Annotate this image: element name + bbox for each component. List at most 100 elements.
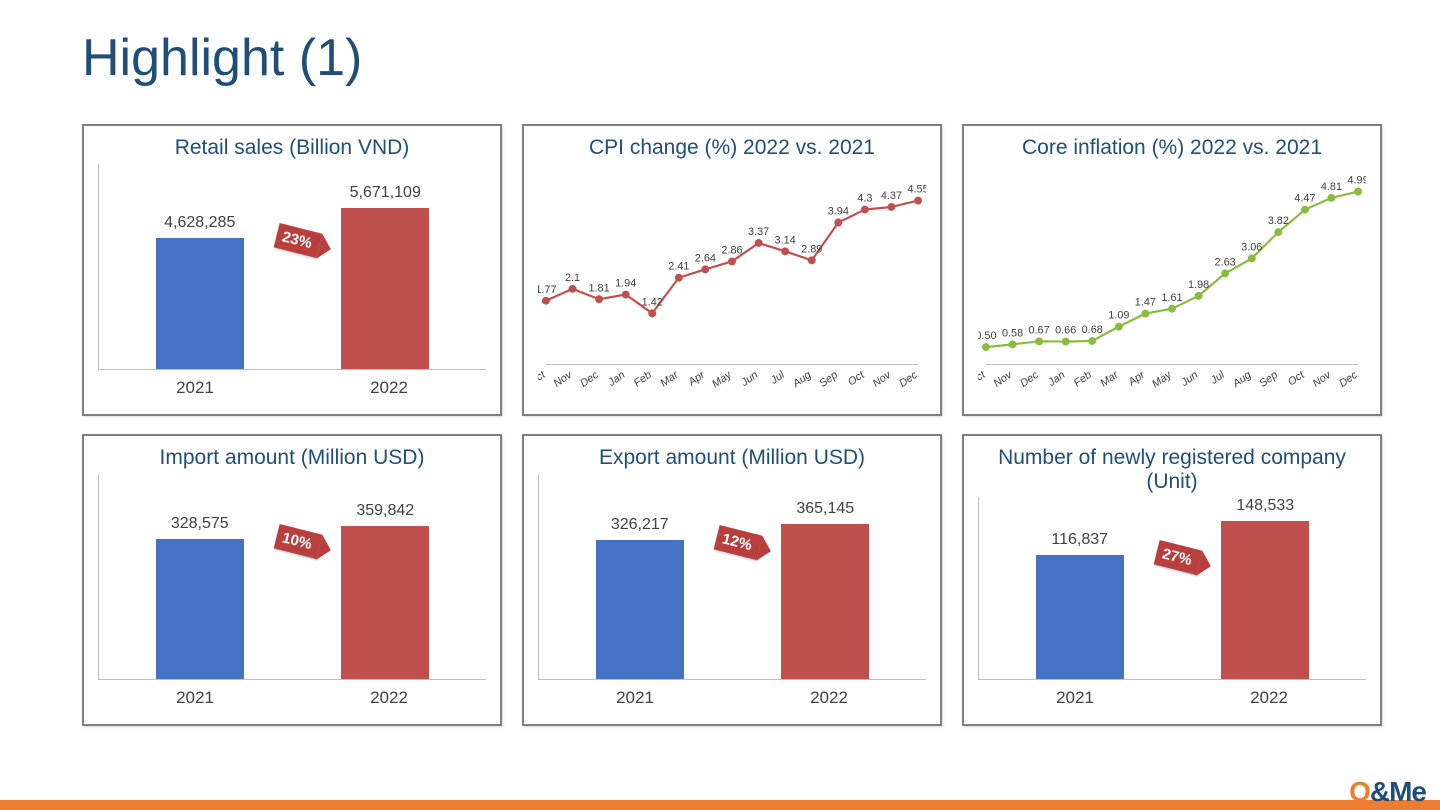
bar-chart: 328,575359,8422021202210%	[98, 474, 486, 716]
line-marker	[1062, 338, 1070, 346]
line-marker	[595, 295, 603, 303]
xaxis-label: May	[710, 369, 734, 391]
bar-rect	[1036, 555, 1124, 679]
line-marker	[1327, 194, 1335, 202]
line-marker	[1354, 188, 1362, 196]
line-marker	[1141, 310, 1149, 318]
xaxis-label: Mar	[1098, 369, 1121, 390]
line-value-label: 0.50	[978, 330, 997, 342]
bar-col: 116,837	[1002, 531, 1158, 679]
bar-chart: 4,628,2855,671,1092021202223%	[98, 164, 486, 406]
line-marker	[1274, 228, 1282, 236]
panel-title: Number of newly registered company (Unit…	[978, 446, 1366, 493]
line-marker	[887, 203, 895, 211]
line-marker	[728, 258, 736, 266]
line-marker	[542, 297, 550, 305]
line-value-label: 1.42	[642, 297, 663, 309]
line-marker	[622, 291, 630, 299]
panel-title: Retail sales (Billion VND)	[98, 136, 486, 160]
xaxis-label: 2021	[114, 378, 277, 398]
xaxis-label: Dec	[1337, 369, 1360, 390]
panel-title: Import amount (Million USD)	[98, 446, 486, 470]
bar-col: 148,533	[1187, 497, 1343, 679]
line-value-label: 2.86	[721, 245, 742, 257]
line-marker	[1221, 270, 1229, 278]
xaxis-label: Oct	[846, 369, 868, 389]
line-marker	[808, 257, 816, 265]
line-marker	[781, 248, 789, 256]
bar-col: 5,671,109	[307, 184, 463, 369]
xaxis-label: Sep	[817, 369, 840, 390]
xaxis-label: Apr	[1126, 369, 1148, 389]
xaxis-label: Jul	[1208, 369, 1228, 388]
line-value-label: 1.09	[1108, 310, 1129, 322]
xaxis-label: 2022	[1188, 688, 1351, 708]
line-marker	[982, 343, 990, 351]
xaxis-label: Jan	[1045, 369, 1067, 389]
panel-title: CPI change (%) 2022 vs. 2021	[538, 136, 926, 160]
line-marker	[914, 197, 922, 205]
line-value-label: 1.61	[1161, 292, 1182, 304]
xaxis-label: Sep	[1257, 369, 1280, 390]
line-marker	[1168, 305, 1176, 313]
line-chart: 0.50Oct0.58Nov0.67Dec0.66Jan0.68Feb1.09M…	[978, 164, 1366, 407]
footer-bar	[0, 800, 1440, 810]
line-marker	[834, 219, 842, 227]
xaxis-label: Nov	[552, 369, 575, 390]
xaxis-label: Oct	[978, 369, 988, 389]
line-marker	[1088, 337, 1096, 345]
line-marker	[648, 309, 656, 317]
line-marker	[861, 206, 869, 214]
xaxis-label: Dec	[578, 369, 601, 390]
line-marker	[675, 274, 683, 282]
line-value-label: 2.64	[695, 253, 716, 265]
line-marker	[1301, 206, 1309, 214]
line-value-label: 2.63	[1215, 257, 1236, 269]
line-value-label: 3.37	[748, 226, 769, 238]
page-title: Highlight (1)	[82, 28, 362, 88]
xaxis-label: Dec	[1018, 369, 1041, 390]
line-value-label: 0.68	[1082, 324, 1103, 336]
line-value-label: 3.14	[775, 235, 796, 247]
line-marker	[1035, 337, 1043, 345]
line-value-label: 0.67	[1028, 325, 1049, 337]
xaxis-label: Jun	[1178, 369, 1200, 389]
logo-amp: &	[1370, 776, 1389, 807]
bar-rect	[781, 524, 869, 679]
panel-export: Export amount (Million USD)326,217365,14…	[522, 434, 942, 726]
xaxis-label: 2022	[308, 378, 471, 398]
bar-chart: 326,217365,1452021202212%	[538, 474, 926, 716]
line-value-label: 2.89	[801, 244, 822, 256]
bar-area: 4,628,2855,671,109	[98, 164, 486, 370]
line-value-label: 1.77	[538, 284, 557, 296]
line-value-label: 1.94	[615, 278, 636, 290]
xaxis-label: Feb	[632, 369, 654, 390]
bar-value-label: 148,533	[1236, 497, 1294, 515]
xaxis: 2021 2022	[98, 370, 486, 406]
xaxis-label: Aug	[1230, 369, 1254, 391]
panel-import: Import amount (Million USD) 328,575359,84…	[82, 434, 502, 726]
bar-chart: 116,837148,5332021202227%	[978, 497, 1366, 716]
bar-value-label: 116,837	[1051, 531, 1108, 549]
panel-grid: Retail sales (Billion VND) 4,628,2855,671…	[82, 124, 1382, 726]
xaxis-label: 2021	[114, 688, 277, 708]
xaxis-label: Jan	[605, 369, 627, 389]
line-value-label: 4.37	[881, 190, 902, 202]
bar-area: 326,217 365,145	[538, 474, 926, 680]
xaxis-label: Oct	[538, 369, 548, 389]
line-value-label: 3.82	[1268, 215, 1289, 227]
bar-rect	[341, 526, 429, 679]
line-chart-svg: 1.77Oct2.1Nov1.81Dec1.94Jan1.42Feb2.41Ma…	[538, 164, 926, 407]
panel-core_infl: Core inflation (%) 2022 vs. 20210.50Oct0…	[962, 124, 1382, 416]
line-marker	[1195, 292, 1203, 300]
bar-col: 328,575	[122, 515, 278, 679]
xaxis-label: Mar	[658, 369, 681, 390]
bar-value-label: 365,145	[796, 500, 854, 518]
xaxis-label: Nov	[992, 369, 1015, 390]
panel-cpi: CPI change (%) 2022 vs. 20211.77Oct2.1No…	[522, 124, 942, 416]
bar-value-label: 326,217	[611, 516, 669, 534]
line-marker	[1009, 341, 1017, 349]
logo-me: Me	[1389, 776, 1426, 807]
panel-retail: Retail sales (Billion VND) 4,628,2855,671…	[82, 124, 502, 416]
line-marker	[755, 239, 763, 247]
